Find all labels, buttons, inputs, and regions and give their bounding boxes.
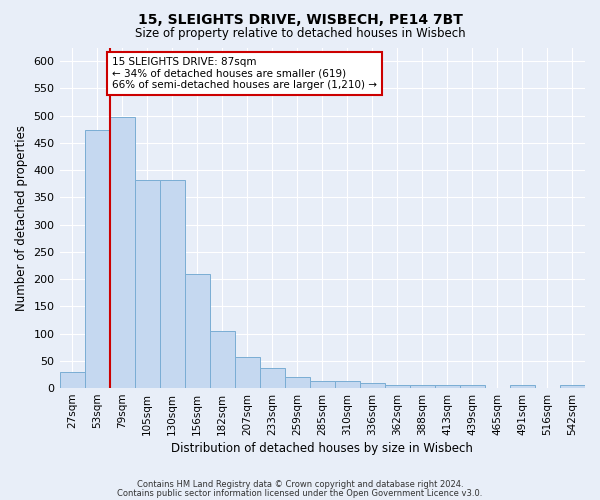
X-axis label: Distribution of detached houses by size in Wisbech: Distribution of detached houses by size … xyxy=(172,442,473,455)
Bar xyxy=(209,332,235,388)
Bar xyxy=(85,130,110,388)
Bar xyxy=(110,117,134,388)
Bar xyxy=(260,368,285,388)
Bar xyxy=(59,372,85,388)
Bar xyxy=(335,381,360,388)
Text: Contains public sector information licensed under the Open Government Licence v3: Contains public sector information licen… xyxy=(118,488,482,498)
Bar xyxy=(560,386,585,388)
Bar xyxy=(285,377,310,388)
Bar xyxy=(185,274,209,388)
Bar xyxy=(410,386,435,388)
Text: Size of property relative to detached houses in Wisbech: Size of property relative to detached ho… xyxy=(134,28,466,40)
Bar xyxy=(385,385,410,388)
Text: Contains HM Land Registry data © Crown copyright and database right 2024.: Contains HM Land Registry data © Crown c… xyxy=(137,480,463,489)
Bar xyxy=(310,381,335,388)
Text: 15, SLEIGHTS DRIVE, WISBECH, PE14 7BT: 15, SLEIGHTS DRIVE, WISBECH, PE14 7BT xyxy=(137,12,463,26)
Bar xyxy=(160,180,185,388)
Bar xyxy=(435,386,460,388)
Bar xyxy=(460,386,485,388)
Y-axis label: Number of detached properties: Number of detached properties xyxy=(15,125,28,311)
Text: 15 SLEIGHTS DRIVE: 87sqm
← 34% of detached houses are smaller (619)
66% of semi-: 15 SLEIGHTS DRIVE: 87sqm ← 34% of detach… xyxy=(112,57,377,90)
Bar xyxy=(235,357,260,388)
Bar xyxy=(134,180,160,388)
Bar xyxy=(360,382,385,388)
Bar xyxy=(510,386,535,388)
